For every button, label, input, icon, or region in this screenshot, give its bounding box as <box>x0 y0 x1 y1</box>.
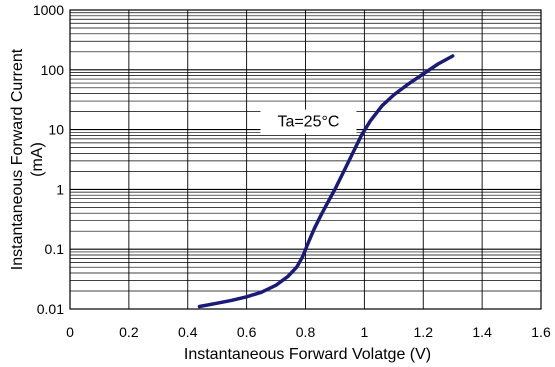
x-tick-label: 0.8 <box>296 324 316 340</box>
annotation-label: Ta=25°C <box>260 109 357 134</box>
x-tick-label: 1.6 <box>531 324 551 340</box>
annotation-text: Ta=25°C <box>277 114 339 131</box>
x-tick-label: 0.4 <box>178 324 198 340</box>
y-axis-title: Instantaneous Forward Current <box>9 48 26 270</box>
y-tick-label: 10 <box>48 122 64 138</box>
x-tick-label: 0.6 <box>237 324 257 340</box>
x-tick-label: 0 <box>66 324 74 340</box>
x-tick-label: 1.4 <box>472 324 492 340</box>
y-axis-unit: (mA) <box>29 142 46 177</box>
y-tick-label: 0.1 <box>45 241 65 257</box>
series-line <box>197 54 455 309</box>
grid-lines <box>69 10 542 310</box>
y-tick-label: 1000 <box>33 2 64 18</box>
x-tick-label: 1 <box>360 324 368 340</box>
y-tick-label: 0.01 <box>37 301 64 317</box>
y-tick-labels: 0.01 0.1 1 10 100 1000 <box>33 2 64 317</box>
y-tick-label: 1 <box>56 181 64 197</box>
y-tick-label: 100 <box>41 62 65 78</box>
x-tick-label: 1.2 <box>414 324 434 340</box>
x-tick-label: 0.2 <box>119 324 139 340</box>
annotation-background <box>260 109 357 134</box>
plot-frame <box>69 9 542 310</box>
x-tick-labels: 0 0.2 0.4 0.6 0.8 1 1.2 1.4 1.6 <box>66 324 551 340</box>
x-axis-title: Instantaneous Forward Volatge (V) <box>184 346 431 363</box>
